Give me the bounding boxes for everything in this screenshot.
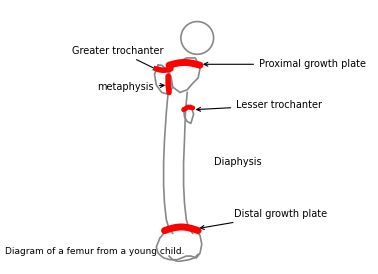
Text: Distal growth plate: Distal growth plate (200, 209, 328, 229)
Text: Diaphysis: Diaphysis (214, 158, 261, 167)
Circle shape (181, 22, 214, 54)
Polygon shape (164, 92, 193, 233)
Polygon shape (156, 229, 202, 260)
Polygon shape (168, 58, 200, 92)
Text: Lesser trochanter: Lesser trochanter (197, 100, 322, 111)
Text: metaphysis: metaphysis (97, 82, 164, 92)
Text: Diagram of a femur from a young child.: Diagram of a femur from a young child. (5, 247, 184, 256)
Text: Proximal growth plate: Proximal growth plate (204, 59, 366, 69)
Text: Greater trochanter: Greater trochanter (73, 46, 164, 70)
Polygon shape (184, 105, 194, 123)
Polygon shape (155, 65, 173, 94)
